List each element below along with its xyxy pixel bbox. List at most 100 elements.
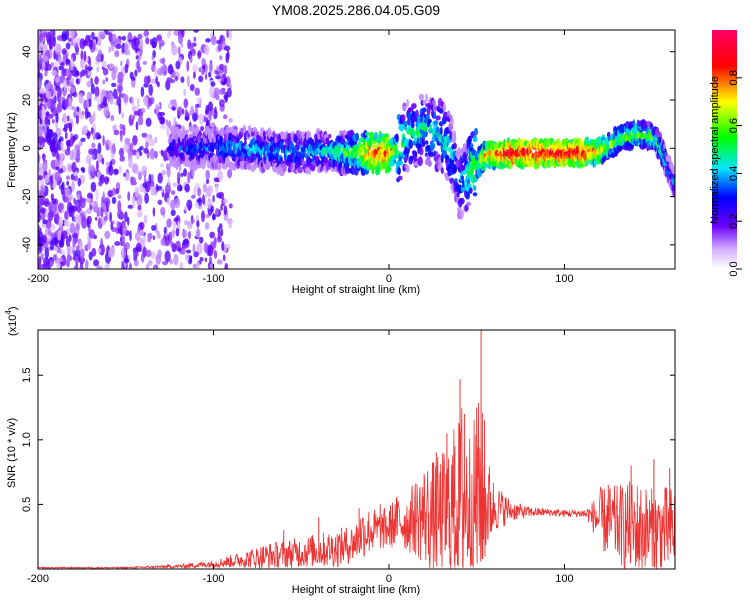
spectrogram-noise-blob — [153, 265, 157, 269]
spectrogram-noise-blob — [68, 96, 72, 107]
spectrogram-noise-blob — [121, 224, 127, 235]
spectrogram-noise-blob — [148, 83, 153, 96]
spectrogram-noise-blob — [131, 76, 136, 81]
spectrogram-noise-blob — [55, 77, 60, 83]
spectrogram-noise-blob — [42, 234, 47, 244]
y-tick-label: 1.5 — [21, 368, 33, 383]
spectrogram-noise-blob — [223, 64, 228, 75]
spectrogram-noise-blob — [122, 94, 129, 103]
spectrogram-noise-blob — [90, 164, 95, 173]
spectrogram-noise-blob — [86, 208, 91, 214]
spectrogram-noise-blob — [198, 113, 205, 125]
spectrogram-signal-blob — [440, 167, 444, 175]
spectrogram-noise-blob — [65, 42, 71, 50]
spectrogram-noise-blob — [215, 207, 219, 216]
spectrogram-noise-blob — [76, 106, 80, 112]
spectrogram-noise-blob — [135, 151, 140, 160]
spectrogram-noise-blob — [134, 69, 138, 77]
spectrogram-noise-blob — [104, 230, 111, 239]
spectrogram-noise-blob — [175, 60, 181, 70]
spectrogram-noise-blob — [47, 118, 51, 126]
spectrogram-noise-blob — [146, 263, 150, 269]
spectrogram-noise-blob — [112, 88, 118, 100]
spectrogram-signal-blob — [429, 123, 433, 132]
spectrogram-noise-blob — [217, 230, 221, 240]
spectrogram-noise-blob — [97, 134, 102, 140]
spectrogram-signal-blob — [457, 147, 462, 157]
spectrogram-noise-blob — [224, 45, 231, 52]
spectrogram-noise-blob — [151, 224, 157, 231]
spectrogram-signal-blob — [266, 160, 271, 170]
spectrogram-noise-blob — [131, 96, 134, 106]
spectrogram-signal-blob — [448, 114, 453, 119]
spectrogram-noise-blob — [43, 198, 50, 208]
spectrogram-noise-blob — [60, 254, 67, 267]
spectrogram-signal-blob — [422, 100, 427, 105]
spectrogram-noise-blob — [101, 60, 107, 68]
spectrogram-noise-blob — [96, 151, 101, 163]
spectrogram-noise-blob — [102, 79, 106, 85]
spectrogram-noise-blob — [89, 204, 93, 210]
spectrogram-noise-blob — [166, 197, 170, 206]
spectrogram-signal-blob — [458, 209, 464, 220]
spectrogram-noise-blob — [177, 46, 181, 55]
spectrogram-signal-blob — [464, 204, 469, 212]
spectrogram-noise-blob — [208, 256, 213, 264]
spectrogram-noise-blob — [66, 139, 71, 151]
spectrogram-signal-blob — [672, 174, 675, 180]
spectrogram-noise-blob — [69, 64, 74, 71]
spectrogram-signal-blob — [491, 160, 497, 167]
colorbar-tick-label: 0.6 — [728, 118, 740, 133]
spectrogram-noise-blob — [92, 200, 99, 213]
spectrogram-signal-blob — [397, 175, 403, 181]
spectrogram-noise-blob — [180, 43, 184, 48]
spectrogram-noise-blob — [122, 144, 129, 152]
spectrogram-noise-blob — [124, 258, 130, 264]
spectrogram-noise-blob — [140, 86, 145, 98]
spectrogram-noise-blob — [121, 112, 125, 119]
spectrogram-noise-blob — [155, 76, 158, 85]
spectrogram-noise-blob — [211, 34, 217, 46]
spectrogram-signal-blob — [293, 134, 299, 144]
spectrogram-noise-blob — [79, 265, 84, 269]
spectrogram-noise-blob — [131, 180, 137, 186]
spectrogram-noise-blob — [61, 48, 67, 55]
spectrogram-noise-blob — [55, 166, 60, 171]
spectrogram-noise-blob — [92, 129, 96, 141]
spectrogram-noise-blob — [127, 216, 130, 226]
y-tick-label: -20 — [21, 189, 33, 205]
spectrogram-noise-blob — [52, 119, 55, 124]
spectrogram-noise-blob — [109, 211, 112, 223]
spectrogram-signal-blob — [425, 93, 428, 102]
spectrogram-noise-blob — [97, 170, 102, 177]
spectrogram-noise-blob — [44, 123, 47, 134]
spectrogram-noise-blob — [97, 35, 102, 47]
spectrogram-noise-blob — [215, 75, 221, 80]
spectrogram-noise-blob — [48, 113, 54, 119]
spectrogram-noise-blob — [163, 239, 171, 247]
spectrogram-noise-blob — [110, 114, 115, 122]
spectrogram-signal-blob — [427, 160, 432, 167]
spectrogram-noise-blob — [133, 110, 139, 116]
spectrogram-noise-blob — [120, 247, 126, 259]
spectrogram-noise-blob — [76, 149, 81, 157]
spectrogram-noise-blob — [169, 63, 173, 72]
spectrogram-noise-blob — [223, 205, 228, 216]
spectrogram-signal-blob — [411, 120, 415, 130]
spectrogram-signal-blob — [411, 103, 417, 109]
spectrogram-signal-blob — [247, 162, 252, 171]
spectrogram-noise-blob — [57, 229, 62, 241]
spectrogram-noise-blob — [56, 262, 61, 269]
spectrogram-noise-blob — [149, 148, 155, 160]
spectrogram-noise-blob — [201, 58, 206, 66]
spectrogram-noise-blob — [199, 236, 204, 244]
spectrogram-noise-blob — [38, 126, 43, 137]
spectrogram-noise-blob — [118, 147, 125, 157]
spectrogram-noise-blob — [179, 262, 184, 269]
spectrogram-noise-blob — [52, 254, 57, 261]
spectrogram-noise-blob — [178, 33, 183, 45]
spectrogram-signal-blob — [423, 130, 428, 138]
spectrogram-noise-blob — [180, 172, 184, 177]
spectrogram-noise-blob — [170, 209, 176, 217]
spectrogram-noise-blob — [173, 197, 181, 209]
